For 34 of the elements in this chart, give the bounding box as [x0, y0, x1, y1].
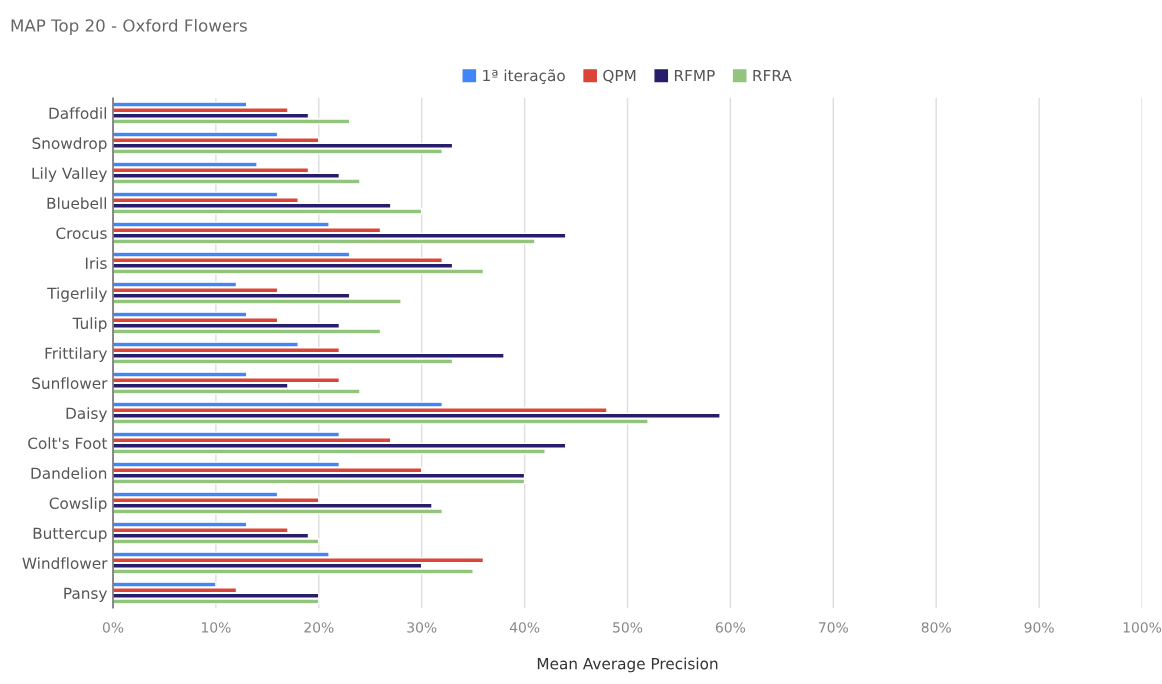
chart-title: MAP Top 20 - Oxford Flowers [11, 18, 247, 36]
y-tick-label: Cowslip [49, 497, 107, 512]
x-tick-label: 100% [1123, 622, 1162, 633]
y-tick-label: Colt's Foot [28, 437, 108, 450]
y-tick-label: Sunflower [32, 377, 108, 390]
y-tick-label: Lily Valley [32, 167, 107, 182]
legend-label: RFRA [753, 69, 792, 82]
y-tick-label: Tigerlily [47, 287, 107, 302]
x-tick-label: 60% [715, 622, 746, 633]
x-tick-label: 70% [819, 622, 848, 633]
legend-label: QPM [603, 69, 636, 84]
y-tick-label: Buttercup [33, 527, 107, 542]
y-tick-label: Frittilary [45, 347, 107, 362]
legend-label: RFMP [674, 69, 715, 82]
x-tick-label: 0% [102, 622, 124, 633]
x-tick-label: 90% [1024, 622, 1054, 633]
x-tick-label: 20% [304, 622, 334, 633]
legend-label: 1ª iteração [483, 69, 565, 85]
x-tick-label: 40% [509, 622, 540, 633]
x-tick-label: 50% [613, 622, 643, 633]
x-tick-label: 30% [407, 622, 437, 633]
y-tick-label: Dandelion [31, 467, 107, 480]
y-tick-label: Crocus [56, 227, 107, 240]
y-tick-label: Bluebell [47, 197, 107, 210]
x-tick-label: 10% [201, 622, 231, 633]
y-tick-label: Tulip [72, 317, 107, 332]
y-tick-label: Snowdrop [32, 137, 107, 152]
y-tick-label: Daisy [66, 407, 107, 422]
x-axis-title: Mean Average Precision [537, 657, 718, 673]
y-tick-label: Pansy [64, 587, 107, 602]
x-tick-label: 80% [921, 622, 951, 633]
y-tick-label: Daffodil [49, 107, 107, 120]
y-tick-label: Windflower [22, 557, 108, 570]
y-tick-label: Iris [85, 257, 107, 270]
